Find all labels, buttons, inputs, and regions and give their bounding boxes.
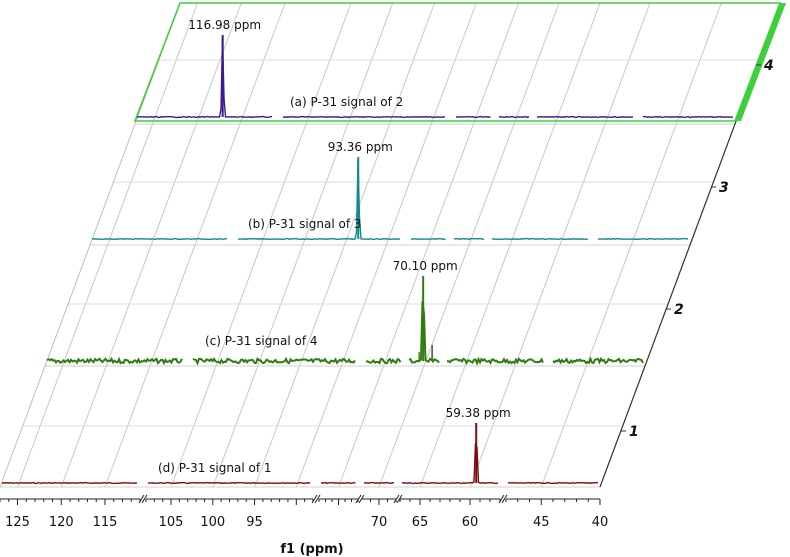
spectrum-trace-segment	[2, 481, 138, 485]
spectrum-trace-segment	[365, 357, 402, 365]
spectrum-trace-segment	[147, 481, 311, 485]
axis-break	[393, 494, 400, 504]
spectra-traces: 59.38 ppm (d) P-31 signal of 1 70.10 ppm (c…	[2, 2, 786, 485]
spectrum-trace-segment	[491, 237, 589, 241]
spectrum-trace-segment	[536, 115, 634, 119]
stack-index-label: 3	[719, 180, 729, 196]
x-tick-label: 100	[200, 515, 225, 530]
axis-break	[396, 494, 403, 504]
peak-label: 116.98 ppm	[188, 18, 261, 32]
spectrum-trace-segment	[411, 237, 446, 241]
peak-label: 70.10 ppm	[393, 259, 458, 273]
x-axis-title: f1 (ppm)	[280, 542, 343, 557]
spectrum-trace-segment	[552, 356, 644, 365]
spectrum-trace-segment	[363, 481, 395, 485]
spectrum-trace-segment	[507, 481, 598, 485]
x-tick-label: 95	[246, 515, 263, 530]
spectrum-trace-segment	[498, 115, 530, 119]
grid-lines	[0, 2, 781, 488]
axis-break	[311, 494, 318, 504]
spectrum-trace-segment	[455, 115, 491, 119]
spectrum-trace-segment	[597, 237, 689, 241]
selected-layer-edge	[735, 3, 786, 121]
spectrum-trace-segment	[282, 115, 446, 119]
series-label: (c) P-31 signal of 4	[205, 334, 318, 348]
stack-index-label: 2	[674, 302, 684, 318]
x-tick-label: 125	[5, 515, 30, 530]
spectrum-trace-segment	[237, 160, 401, 241]
x-tick-label: 40	[592, 515, 609, 530]
x-axis: 125 120 115 105 100 95 70 65 60 45 40	[0, 494, 609, 530]
x-tick-label: 70	[371, 515, 388, 530]
axis-break	[141, 494, 148, 504]
spectrum-trace-segment	[46, 356, 183, 366]
x-tick-label: 65	[412, 515, 429, 530]
axis-break	[498, 494, 505, 504]
spectrum-trace-segment	[401, 442, 499, 485]
axis-break	[355, 494, 362, 504]
x-tick-label: 120	[49, 515, 74, 530]
axis-break	[358, 494, 365, 504]
x-tick-label: 45	[533, 515, 550, 530]
axis-break	[314, 494, 321, 504]
spectrum-trace-segment	[91, 237, 228, 241]
series-label: (b) P-31 signal of 3	[248, 217, 362, 231]
x-tick-label: 105	[159, 515, 184, 530]
peak-label: 59.38 ppm	[446, 406, 511, 420]
axis-break	[501, 494, 508, 504]
spectrum-trace-segment	[453, 237, 485, 241]
stack-index-axis: 1 2 3 4	[621, 58, 774, 440]
spectrum-trace-segment	[446, 356, 544, 366]
stack-index-label: 1	[629, 424, 639, 440]
spectrum-trace-segment	[192, 356, 356, 366]
series-label: (a) P-31 signal of 2	[290, 95, 403, 109]
axis-break	[138, 494, 145, 504]
series-label: (d) P-31 signal of 1	[158, 461, 272, 475]
stack-index-label: 4	[763, 58, 774, 74]
x-tick-label: 115	[93, 515, 118, 530]
spectrum-trace-segment	[320, 481, 356, 485]
peak-label: 93.36 ppm	[328, 140, 393, 154]
spectrum-trace-segment	[136, 37, 273, 119]
spectrum-trace-segment	[642, 115, 734, 119]
x-tick-label: 60	[462, 515, 479, 530]
